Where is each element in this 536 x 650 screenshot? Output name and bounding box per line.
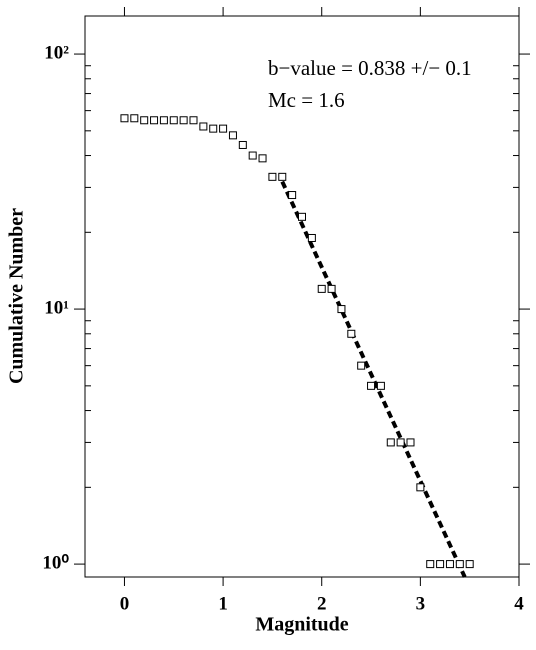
marker (238, 140, 247, 149)
x-tick-label: 1 (218, 593, 228, 614)
marker (298, 212, 306, 221)
annotation: b−value = 0.838 +/− 0.1 (268, 56, 472, 80)
marker (367, 381, 376, 390)
plot-frame (84, 15, 520, 578)
marker (307, 233, 316, 242)
marker (445, 560, 454, 569)
y-tick-label: 10¹ (44, 297, 69, 318)
marker (396, 438, 405, 447)
marker (179, 116, 188, 125)
annotation: Mc = 1.6 (268, 88, 345, 112)
marker (465, 560, 474, 569)
marker (248, 151, 257, 160)
marker (169, 116, 178, 125)
marker (219, 124, 228, 133)
marker (357, 361, 366, 370)
marker (278, 172, 287, 181)
x-tick-label: 0 (120, 593, 130, 614)
fit-line (280, 180, 467, 578)
marker (376, 381, 385, 390)
marker (347, 329, 356, 338)
marker (130, 114, 139, 123)
x-tick-label: 2 (317, 593, 327, 614)
marker (426, 560, 435, 569)
marker (120, 114, 129, 123)
marker (199, 122, 208, 131)
marker (327, 284, 336, 293)
marker (189, 116, 198, 125)
x-tick-label: 4 (514, 593, 524, 614)
marker (209, 124, 218, 133)
marker (258, 154, 267, 163)
marker (159, 116, 168, 125)
marker (228, 131, 237, 140)
marker (436, 560, 445, 569)
marker (288, 191, 297, 200)
y-axis-label: Cumulative Number (6, 208, 28, 384)
x-tick-label: 3 (416, 593, 426, 614)
marker (386, 438, 395, 447)
marker (317, 284, 326, 293)
x-axis-label: Magnitude (255, 614, 348, 636)
y-tick-label: 10⁰ (42, 552, 69, 573)
y-tick-label: 10² (44, 42, 69, 63)
marker (140, 116, 149, 125)
marker (416, 483, 425, 492)
marker (337, 305, 346, 314)
marker (406, 438, 415, 447)
marker (455, 560, 464, 569)
marker (268, 172, 277, 181)
marker (150, 116, 159, 125)
